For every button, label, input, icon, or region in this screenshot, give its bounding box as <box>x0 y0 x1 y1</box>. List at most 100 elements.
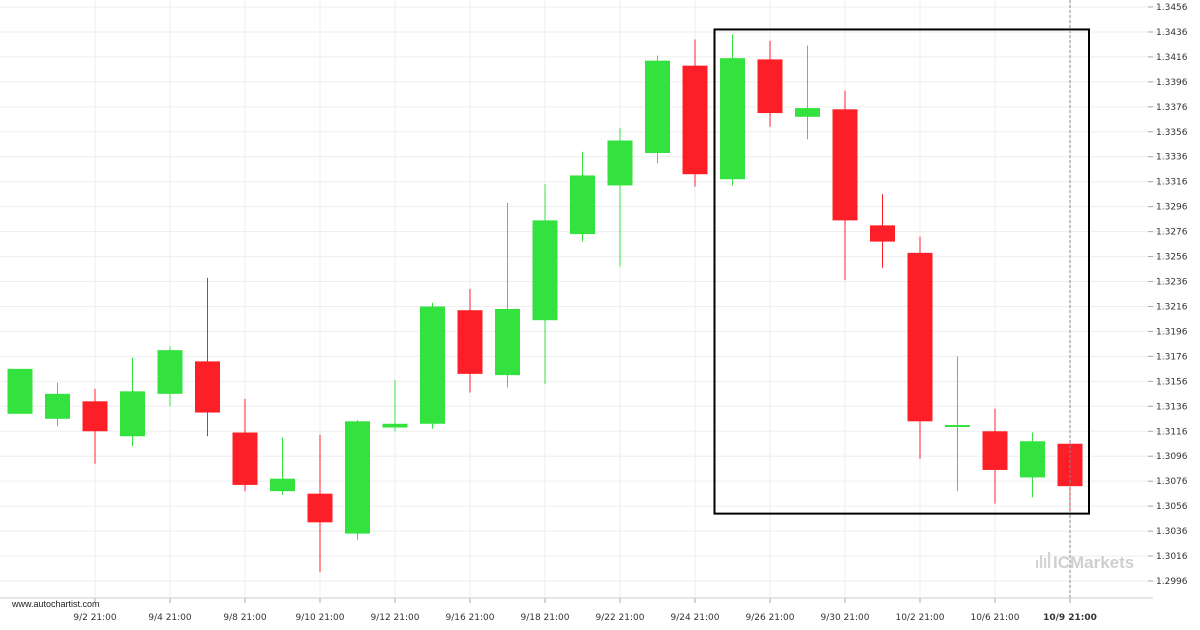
candle-body <box>270 478 295 492</box>
x-tick-label: 9/10 21:00 <box>295 613 344 623</box>
y-tick-label: 1.3316 <box>1156 178 1188 188</box>
candle-body <box>232 432 258 485</box>
candles <box>7 34 1083 573</box>
candle-body <box>757 59 783 114</box>
candle <box>420 302 445 429</box>
x-tick-label: 9/12 21:00 <box>370 613 419 623</box>
candle <box>907 236 933 459</box>
y-tick-label: 1.3136 <box>1156 402 1188 412</box>
candle-body <box>457 310 483 374</box>
y-tick-label: 1.3376 <box>1156 103 1188 113</box>
candle <box>682 39 708 187</box>
y-tick-label: 1.3416 <box>1156 53 1188 63</box>
candle <box>232 398 258 492</box>
candle <box>645 55 670 163</box>
candle-body <box>45 393 70 419</box>
y-tick-label: 1.3236 <box>1156 278 1188 288</box>
x-axis: 9/2 21:00 9/4 21:00 9/8 21:00 9/10 21:00 9/1… <box>0 597 1153 623</box>
candle <box>720 34 745 186</box>
candle <box>457 289 483 393</box>
y-tick-label: 1.3056 <box>1156 502 1188 512</box>
candle-body <box>345 421 370 534</box>
bars-icon <box>1036 552 1051 568</box>
y-tick-label: 1.3396 <box>1156 78 1188 88</box>
candle <box>382 380 408 432</box>
y-tick-label: 1.3456 <box>1156 3 1188 13</box>
x-tick-label: 9/26 21:00 <box>745 613 794 623</box>
candle <box>757 40 783 127</box>
y-tick-label: 1.3096 <box>1156 452 1188 462</box>
x-tick-label: 9/22 21:00 <box>595 613 644 623</box>
candle-body <box>495 308 520 376</box>
y-tick-label: 1.3436 <box>1156 28 1188 38</box>
pattern-box <box>713 28 1090 515</box>
candle-body <box>795 108 820 117</box>
y-tick-label: 1.3016 <box>1156 552 1188 562</box>
x-tick-label: 9/8 21:00 <box>223 613 267 623</box>
candle <box>607 128 633 267</box>
x-tick-label: 10/6 21:00 <box>970 613 1019 623</box>
x-tick-label: 9/16 21:00 <box>445 613 494 623</box>
candle <box>270 437 295 495</box>
brand-name: ICMarkets <box>1053 553 1134 572</box>
grid-lines <box>0 0 1165 598</box>
candle <box>307 435 333 573</box>
x-tick-label: 9/4 21:00 <box>148 613 192 623</box>
candle-body <box>157 350 183 394</box>
x-tick-label: 9/18 21:00 <box>520 613 569 623</box>
candle-body <box>532 220 558 321</box>
x-tick-label: 10/2 21:00 <box>895 613 944 623</box>
candle <box>945 356 970 492</box>
candle <box>120 357 145 447</box>
y-tick-label: 1.3196 <box>1156 327 1188 337</box>
y-tick-label: 1.3336 <box>1156 153 1188 163</box>
candle <box>795 45 820 140</box>
x-tick-label: 9/2 21:00 <box>73 613 117 623</box>
y-tick-label: 1.3256 <box>1156 253 1188 263</box>
y-tick-label: 1.3356 <box>1156 128 1188 138</box>
candle-body <box>945 425 970 428</box>
candle <box>195 277 220 437</box>
candle-body <box>682 65 708 175</box>
candle <box>7 368 33 414</box>
candle <box>157 346 183 407</box>
y-tick-label: 1.3156 <box>1156 377 1188 387</box>
candle-body <box>120 391 145 437</box>
y-tick-label: 1.3216 <box>1156 302 1188 312</box>
y-tick-label: 1.3076 <box>1156 477 1188 487</box>
y-tick-label: 1.3116 <box>1156 427 1188 437</box>
y-tick-label: 1.3276 <box>1156 228 1188 238</box>
x-tick-label: 10/9 21:00 <box>1043 613 1097 623</box>
x-tick-label: 9/30 21:00 <box>820 613 869 623</box>
candle-body <box>7 368 33 414</box>
pattern-overlay <box>713 0 1090 598</box>
y-axis: 1.3456 1.3436 1.3416 1.3396 1.3376 1.3356 1.33… <box>1148 3 1188 587</box>
candle-body <box>832 109 858 221</box>
candle-body <box>720 58 745 180</box>
candle <box>495 202 520 388</box>
candle <box>870 194 895 268</box>
candle-body <box>982 431 1008 470</box>
candle <box>45 382 70 427</box>
candle-body <box>1020 441 1045 478</box>
candle-body <box>907 252 933 422</box>
candle <box>345 420 370 540</box>
candle-body <box>645 60 670 153</box>
source-url: www.autochartist.com <box>11 599 100 609</box>
candle-body <box>307 493 333 523</box>
candle <box>832 90 858 281</box>
candle-body <box>870 225 895 242</box>
y-tick-label: 1.2996 <box>1156 577 1188 587</box>
y-tick-label: 1.3296 <box>1156 203 1188 213</box>
x-tick-label: 9/24 21:00 <box>670 613 719 623</box>
candle-body <box>82 401 108 432</box>
candle-body <box>570 175 595 235</box>
candle <box>570 151 595 242</box>
candle <box>82 388 108 464</box>
candle <box>1020 432 1045 498</box>
candle <box>982 408 1008 504</box>
candle-body <box>195 361 220 413</box>
candle-body <box>607 140 633 186</box>
candle-body <box>382 423 408 428</box>
